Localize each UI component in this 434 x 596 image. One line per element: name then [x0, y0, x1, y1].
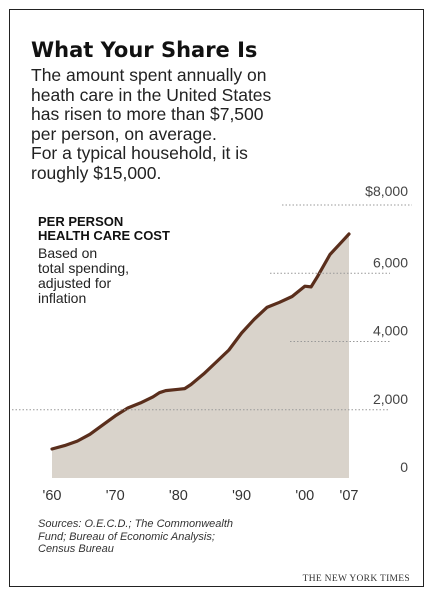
chart-headline: What Your Share Is [31, 38, 258, 62]
publisher-credit: THE NEW YORK TIMES [302, 574, 410, 584]
subtitle-line: roughly $15,000. [31, 162, 162, 183]
subtitle-line: per person, on average. [31, 123, 217, 144]
annotation-heading-line: PER PERSON [38, 214, 124, 229]
graphic-frame [9, 9, 424, 587]
subtitle-line: heath care in the United States [31, 84, 272, 105]
sources-line: Census Bureau [38, 543, 114, 555]
y-tick-label: 0 [400, 459, 408, 475]
x-tick-label: '60 [43, 488, 62, 504]
x-tick-label: '80 [169, 488, 188, 504]
series-line [50, 232, 351, 451]
gridline-layer [12, 204, 412, 411]
chart-subtitle: The amount spent annually on heath care … [31, 65, 401, 183]
sources-line: Fund; Bureau of Economic Analysis; [38, 530, 215, 543]
annotation-note-line: Based on [38, 245, 98, 261]
plot-layer [50, 232, 351, 478]
series-area [52, 234, 349, 478]
x-tick-label: '70 [106, 488, 125, 504]
annotation-heading-line: HEALTH CARE COST [38, 228, 170, 243]
y-tick-label: 6,000 [373, 254, 408, 270]
x-tick-label: '07 [340, 488, 359, 504]
chart-annotation-heading: PER PERSON HEALTH CARE COST [38, 215, 170, 243]
sources-line: Sources: O.E.C.D.; The Commonwealth [38, 518, 234, 530]
x-tick-label: '00 [295, 488, 314, 504]
x-tick-label: '90 [232, 488, 251, 504]
chart-annotation-note: Based on total spending, adjusted for in… [38, 246, 129, 306]
annotation-note-line: adjusted for [38, 275, 112, 291]
sources-note: Sources: O.E.C.D.; The Commonwealth Fund… [38, 518, 233, 556]
subtitle-line: For a typical household, it is [31, 143, 248, 163]
annotation-note-line: inflation [38, 290, 87, 306]
y-tick-label: $8,000 [365, 183, 408, 199]
subtitle-line: has risen to more than $7,500 [31, 104, 264, 124]
subtitle-line: The amount spent annually on [31, 65, 267, 85]
y-tick-label: 4,000 [373, 323, 408, 339]
annotation-note-line: total spending, [38, 260, 130, 276]
y-tick-label: 2,000 [373, 391, 408, 407]
axis-layer: 0 2,000 4,000 6,000 $8,000 '60 '70 '80 '90 '00 '07 [43, 183, 409, 504]
